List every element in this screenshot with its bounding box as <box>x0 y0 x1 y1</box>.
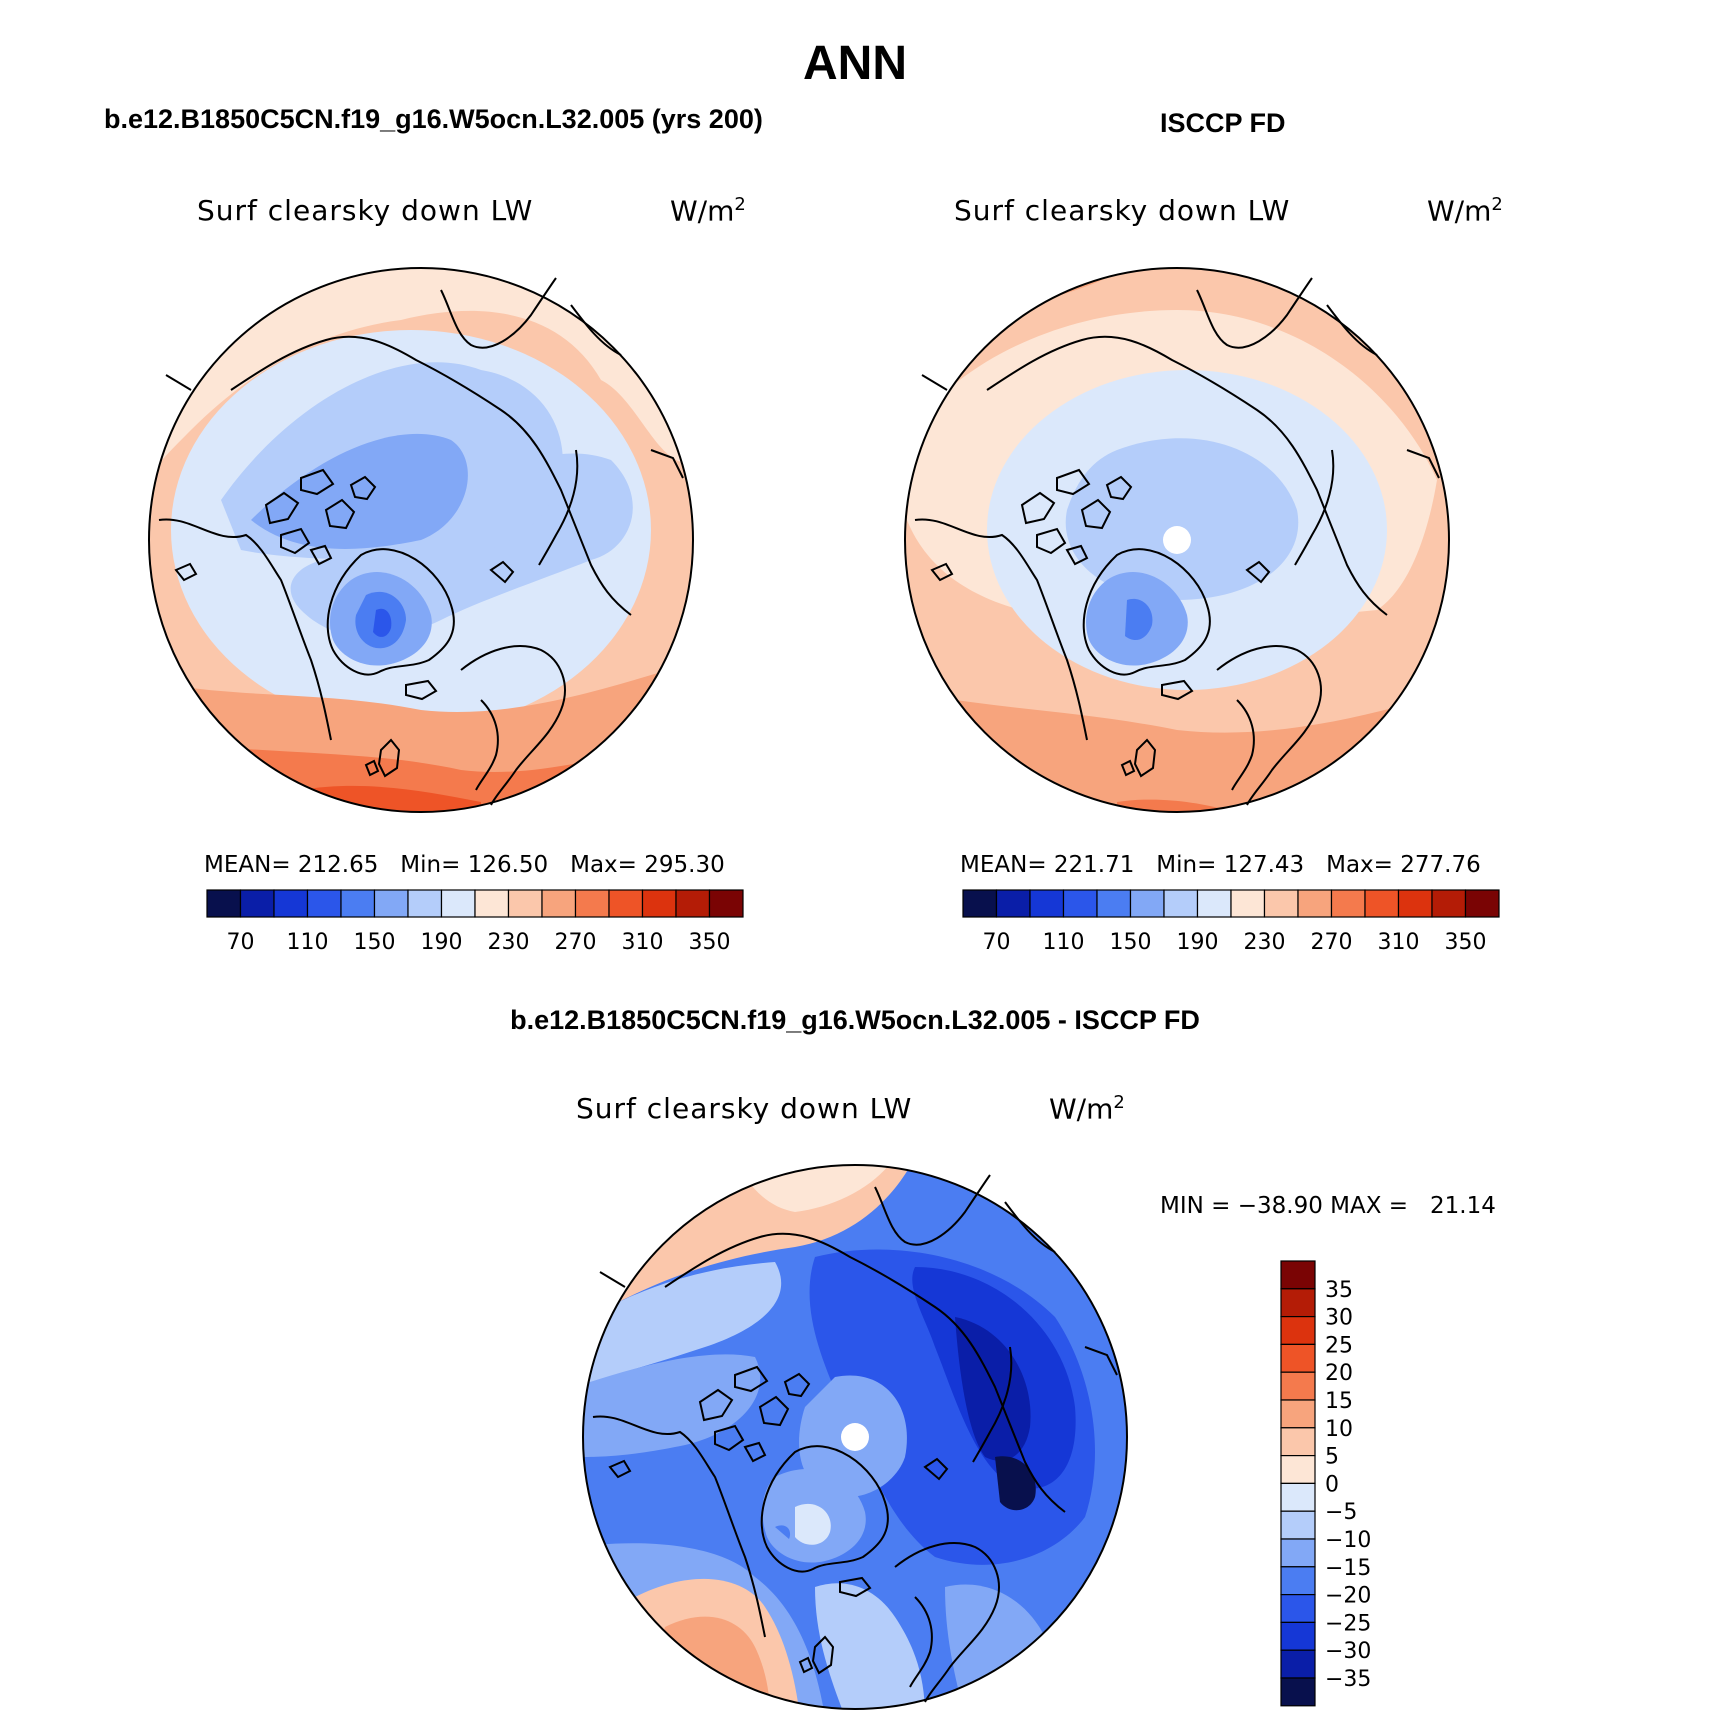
colorbar-tick-label: 0 <box>1325 1472 1339 1497</box>
colorbar-box <box>1062 889 1098 918</box>
colorbar-tick-label: 230 <box>488 930 530 955</box>
colorbar-box <box>206 889 242 918</box>
colorbar-tick-label: 350 <box>1445 930 1487 955</box>
colorbar-tick-label: 190 <box>1177 930 1219 955</box>
colorbar-box <box>1464 889 1500 918</box>
colorbar-box <box>1163 889 1199 918</box>
colorbar-box <box>273 889 309 918</box>
colorbar-tick-label: 350 <box>689 930 731 955</box>
colorbar-box <box>1431 889 1467 918</box>
colorbar-tick-label: −25 <box>1325 1611 1371 1636</box>
colorbar-box <box>1330 889 1366 918</box>
colorbar-tick-label: −20 <box>1325 1584 1371 1609</box>
colorbar-tick-label: 310 <box>1378 930 1420 955</box>
colorbar-box <box>306 889 342 918</box>
panel1-map <box>148 267 694 813</box>
colorbar-tick-label: 110 <box>1043 930 1085 955</box>
panel1-colorbar: 70 110 150 190 230 270 310 350 <box>206 889 744 955</box>
colorbar-box <box>1297 889 1333 918</box>
colorbar-tick-label: −30 <box>1325 1639 1371 1664</box>
colorbar-tick-label: 190 <box>421 930 463 955</box>
colorbar-tick-label: 270 <box>1311 930 1353 955</box>
colorbar-box <box>1280 1510 1316 1540</box>
colorbar-box <box>708 889 744 918</box>
colorbar-box <box>541 889 577 918</box>
colorbar-box <box>1280 1288 1316 1318</box>
colorbar-box <box>1280 1482 1316 1512</box>
colorbar-box <box>1397 889 1433 918</box>
panel1-units: W/m2 <box>670 194 746 228</box>
colorbar-tick-label: 35 <box>1325 1278 1353 1303</box>
colorbar-box <box>1280 1371 1316 1401</box>
colorbar-tick-label: 310 <box>622 930 664 955</box>
colorbar-tick-label: −35 <box>1325 1667 1371 1692</box>
colorbar-box <box>373 889 409 918</box>
colorbar-tick-label: −5 <box>1325 1500 1357 1525</box>
colorbar-tick-label: 70 <box>227 930 255 955</box>
colorbar-box <box>1280 1649 1316 1679</box>
colorbar-box <box>1129 889 1165 918</box>
colorbar-box <box>1280 1593 1316 1623</box>
colorbar-tick-label: 15 <box>1325 1389 1353 1414</box>
colorbar-tick-label: 230 <box>1244 930 1286 955</box>
colorbar-box <box>1029 889 1065 918</box>
colorbar-box <box>1280 1677 1316 1707</box>
colorbar-box <box>995 889 1031 918</box>
colorbar-box <box>1364 889 1400 918</box>
colorbar-box <box>1263 889 1299 918</box>
panel2-colorbar: 70 110 150 190 230 270 310 350 <box>962 889 1500 955</box>
panel2-units: W/m2 <box>1427 194 1503 228</box>
colorbar-tick-label: −15 <box>1325 1556 1371 1581</box>
panel2-variable: Surf clearsky down LW <box>954 194 1291 227</box>
panel2-stats: MEAN= 221.71 Min= 127.43 Max= 277.76 <box>960 852 1481 878</box>
colorbar-tick-label: 70 <box>983 930 1011 955</box>
colorbar-tick-label: 10 <box>1325 1417 1353 1442</box>
colorbar-box <box>608 889 644 918</box>
panel3-units: W/m2 <box>1049 1092 1125 1126</box>
colorbar-box <box>962 889 998 918</box>
colorbar-tick-label: 110 <box>287 930 329 955</box>
colorbar-box <box>1280 1260 1316 1290</box>
colorbar-box <box>1280 1621 1316 1651</box>
colorbar-box <box>1280 1399 1316 1429</box>
panel3-stats: MIN = −38.90 MAX = 21.14 <box>1160 1193 1496 1219</box>
panel1-stats: MEAN= 212.65 Min= 126.50 Max= 295.30 <box>204 852 725 878</box>
panel1-variable: Surf clearsky down LW <box>197 194 534 227</box>
colorbar-box <box>440 889 476 918</box>
colorbar-box <box>1196 889 1232 918</box>
colorbar-tick-label: 25 <box>1325 1333 1353 1358</box>
colorbar-box <box>1280 1427 1316 1457</box>
colorbar-tick-label: 150 <box>1110 930 1152 955</box>
colorbar-box <box>574 889 610 918</box>
colorbar-box <box>407 889 443 918</box>
colorbar-box <box>1096 889 1132 918</box>
panel1-case-title: b.e12.B1850C5CN.f19_g16.W5ocn.L32.005 (y… <box>104 104 763 134</box>
panel3-case-title: b.e12.B1850C5CN.f19_g16.W5ocn.L32.005 - … <box>510 1005 1200 1035</box>
colorbar-tick-label: −10 <box>1325 1528 1371 1553</box>
colorbar-tick-label: 5 <box>1325 1445 1339 1470</box>
panel3-variable: Surf clearsky down LW <box>576 1092 913 1125</box>
colorbar-tick-label: 150 <box>354 930 396 955</box>
colorbar-box <box>1280 1343 1316 1373</box>
colorbar-box <box>1280 1454 1316 1484</box>
colorbar-box <box>1280 1538 1316 1568</box>
colorbar-box <box>340 889 376 918</box>
figure-title: ANN <box>803 37 907 90</box>
colorbar-box <box>641 889 677 918</box>
colorbar-tick-label: 30 <box>1325 1306 1353 1331</box>
colorbar-tick-label: 270 <box>555 930 597 955</box>
colorbar-box <box>1280 1566 1316 1596</box>
colorbar-box <box>474 889 510 918</box>
panel3-map <box>582 1164 1128 1710</box>
colorbar-box <box>1280 1315 1316 1345</box>
colorbar-box <box>675 889 711 918</box>
panel2-case-title: ISCCP FD <box>1160 108 1286 138</box>
panel2-map <box>904 267 1450 813</box>
colorbar-box <box>1230 889 1266 918</box>
colorbar-box <box>507 889 543 918</box>
colorbar-tick-label: 20 <box>1325 1361 1353 1386</box>
colorbar-box <box>239 889 275 918</box>
